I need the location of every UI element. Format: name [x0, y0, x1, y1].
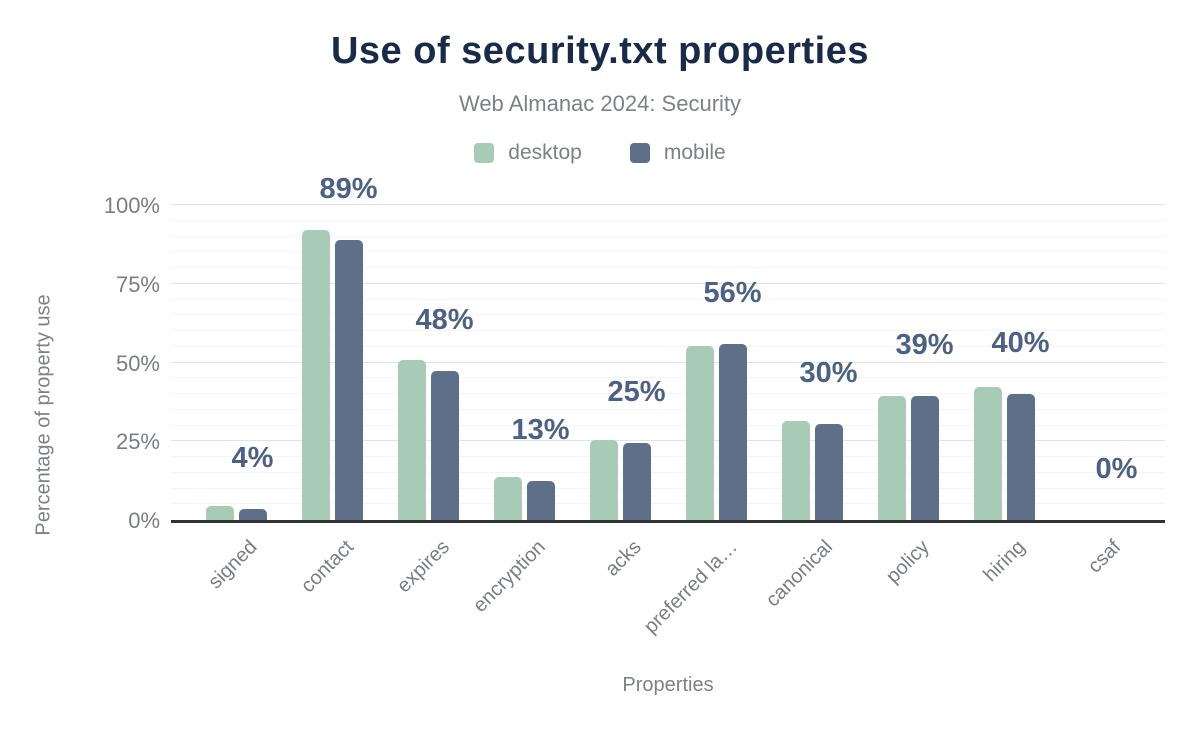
bar-group-contact: 89% — [301, 173, 378, 520]
mobile-swatch-icon — [629, 143, 650, 163]
bar-group-csaf: 0% — [1070, 205, 1138, 520]
legend-item-desktop[interactable]: desktop — [474, 141, 582, 165]
bar-group-preferred-la-: 56% — [685, 205, 762, 520]
legend-item-mobile[interactable]: mobile — [629, 141, 726, 165]
value-label-canonical: 30% — [799, 357, 858, 390]
bar-desktop-preferred-la-[interactable] — [685, 346, 714, 520]
gridline-25 — [171, 440, 1165, 442]
y-tick-label-100%: 100% — [103, 193, 160, 218]
bar-group-canonical: 30% — [781, 205, 858, 520]
legend-label-mobile: mobile — [663, 141, 726, 164]
bar-desktop-encryption[interactable] — [493, 477, 522, 520]
x-axis-title: Properties — [622, 674, 714, 696]
gridline-75 — [171, 282, 1165, 284]
bar-mobile-signed[interactable] — [238, 508, 267, 520]
x-tick-label-preferred-la-: preferred la… — [639, 536, 742, 639]
value-label-contact: 89% — [319, 172, 378, 205]
y-tick-label-50%: 50% — [115, 350, 160, 376]
bar-desktop-contact[interactable] — [301, 230, 330, 520]
gridline-45 — [171, 377, 1165, 379]
x-tick-label-policy: policy — [881, 536, 934, 588]
bar-group-encryption: 13% — [493, 205, 570, 520]
gridline-60 — [171, 330, 1165, 331]
gridline-50 — [171, 361, 1165, 363]
x-tick-label-encryption: encryption — [468, 536, 550, 617]
gridline-80 — [171, 267, 1165, 268]
y-tick-label-25%: 25% — [115, 429, 160, 455]
bar-mobile-encryption[interactable] — [526, 480, 555, 520]
gridline-100 — [171, 204, 1165, 205]
y-tick-label-0%: 0% — [128, 508, 160, 533]
gridline-40 — [171, 393, 1165, 394]
value-label-csaf: 0% — [1095, 453, 1138, 485]
y-axis-title: Percentage of property use — [32, 294, 55, 536]
x-tick-label-canonical: canonical — [762, 536, 838, 612]
desktop-swatch-icon — [474, 143, 495, 163]
bar-group-acks: 25% — [589, 205, 666, 520]
bar-mobile-contact[interactable] — [334, 239, 363, 520]
gridline-5 — [171, 503, 1165, 505]
value-label-signed: 4% — [231, 441, 274, 474]
x-tick-label-hiring: hiring — [979, 536, 1030, 587]
bar-desktop-canonical[interactable] — [781, 421, 810, 520]
gridline-65 — [171, 314, 1165, 316]
value-label-preferred-la-: 56% — [703, 276, 762, 309]
gridline-20 — [171, 456, 1165, 457]
gridline-95 — [171, 219, 1165, 221]
x-tick-label-csaf: csaf — [1084, 536, 1126, 578]
gridline-10 — [171, 487, 1165, 489]
bar-desktop-hiring[interactable] — [973, 387, 1002, 520]
gridline-90 — [171, 235, 1165, 237]
chart-subtitle: Web Almanac 2024: Security — [458, 91, 742, 116]
y-tick-label-75%: 75% — [115, 271, 160, 297]
bar-mobile-policy[interactable] — [910, 396, 939, 520]
bar-group-hiring: 40% — [973, 205, 1050, 520]
bar-group-policy: 39% — [877, 205, 954, 520]
bar-mobile-hiring[interactable] — [1006, 394, 1035, 520]
gridline-55 — [171, 345, 1165, 347]
plot-area: 4% signed 89% contact 48% expires 13% encryptio… — [171, 173, 1165, 638]
bar-desktop-expires[interactable] — [397, 359, 426, 520]
legend-label-desktop: desktop — [508, 141, 582, 164]
bar-mobile-preferred-la-[interactable] — [718, 343, 747, 520]
value-label-acks: 25% — [607, 375, 666, 408]
bar-group-signed: 4% — [205, 205, 273, 520]
value-label-encryption: 13% — [511, 413, 570, 446]
bar-mobile-canonical[interactable] — [814, 424, 843, 520]
gridline-15 — [171, 471, 1165, 473]
bar-desktop-signed[interactable] — [205, 506, 234, 520]
bar-group-expires: 48% — [397, 205, 474, 520]
gridline-70 — [171, 298, 1165, 300]
bar-mobile-acks[interactable] — [622, 442, 651, 520]
x-tick-label-signed: signed — [204, 536, 262, 594]
x-tick-label-acks: acks — [600, 536, 646, 581]
legend: desktop mobile — [0, 140, 1200, 166]
bar-desktop-acks[interactable] — [589, 440, 618, 520]
value-label-hiring: 40% — [991, 327, 1050, 359]
x-tick-label-contact: contact — [296, 536, 358, 598]
value-label-policy: 39% — [895, 329, 954, 362]
value-label-expires: 48% — [415, 303, 474, 336]
gridline-35 — [171, 408, 1165, 410]
chart-title: Use of security.txt properties — [330, 30, 869, 72]
gridline-30 — [171, 424, 1165, 426]
bar-mobile-expires[interactable] — [430, 370, 459, 520]
x-tick-label-expires: expires — [392, 536, 454, 598]
bar-desktop-policy[interactable] — [877, 395, 906, 520]
gridline-85 — [171, 251, 1165, 253]
